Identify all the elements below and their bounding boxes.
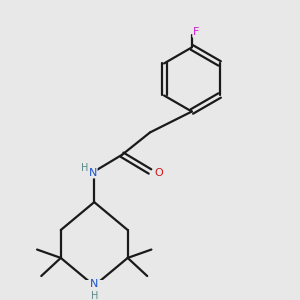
Text: O: O — [154, 168, 163, 178]
Text: H: H — [91, 291, 98, 300]
Text: N: N — [89, 168, 97, 178]
Text: H: H — [81, 163, 88, 173]
Text: N: N — [90, 279, 98, 290]
Text: F: F — [193, 27, 199, 37]
